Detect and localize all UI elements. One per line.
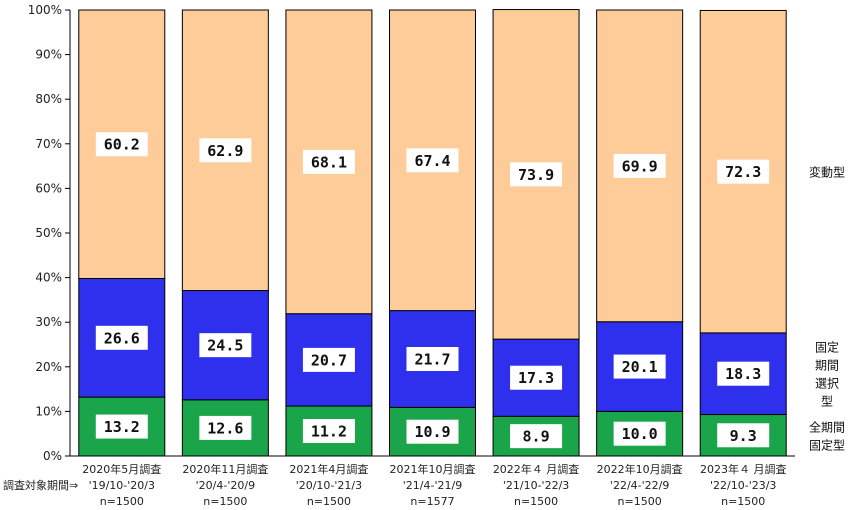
x-tick-label: 2020年5月調査 <box>82 462 161 476</box>
data-label: 72.3 <box>725 163 761 181</box>
y-tick-label: 90% <box>35 48 62 62</box>
bars <box>78 9 787 457</box>
series-label: 全期間 <box>809 419 845 434</box>
y-tick-label: 50% <box>35 226 62 240</box>
data-label: 10.0 <box>622 425 658 443</box>
x-tick-label: n=1500 <box>721 495 765 508</box>
data-label: 24.5 <box>207 337 243 355</box>
category-note: 調査対象期間⇒ <box>3 478 78 492</box>
x-tick-label: 2021年4月調査 <box>289 462 368 476</box>
x-tick-label: '20/10-'21/3 <box>296 479 362 492</box>
y-tick-label: 30% <box>35 315 62 329</box>
x-tick-label: n=1500 <box>100 495 144 508</box>
data-label: 12.6 <box>207 419 243 437</box>
y-tick-label: 20% <box>35 360 62 374</box>
data-label-box <box>199 138 252 163</box>
data-label: 10.9 <box>414 423 450 441</box>
bar-segment <box>78 9 166 279</box>
data-label-box <box>95 325 148 350</box>
y-axis: 0% 10% 20% 30% 40% 50% 60% 70% 80% 90% 100% <box>28 3 71 463</box>
data-label-box <box>95 132 148 157</box>
data-label: 11.2 <box>311 423 347 441</box>
x-tick-label: 2022年10月調査 <box>597 462 683 476</box>
x-tick-label: '21/4-'21/9 <box>403 479 462 492</box>
data-label-box <box>613 153 666 178</box>
data-label: 68.1 <box>311 153 347 171</box>
data-label: 18.3 <box>725 365 761 383</box>
data-label-box <box>302 419 355 444</box>
x-tick-label: n=1500 <box>514 495 558 508</box>
data-label-box <box>95 414 148 439</box>
y-tick-label: 0% <box>43 449 62 463</box>
data-label: 13.2 <box>104 418 140 436</box>
x-tick-label: '19/10-'20/3 <box>89 479 155 492</box>
y-tick-label: 70% <box>35 137 62 151</box>
data-label: 62.9 <box>207 142 243 160</box>
data-label-box <box>302 347 355 372</box>
series-label: 型 <box>821 395 833 409</box>
y-tick-label: 10% <box>35 404 62 418</box>
x-tick-label: '20/4-'20/9 <box>196 479 255 492</box>
data-label-box <box>510 365 563 390</box>
x-tick-label: 2023年４ 月調査 <box>700 462 787 476</box>
x-axis: 2020年5月調査 '19/10-'20/3 n=1500 2020年11月調査 '20… <box>3 455 795 508</box>
data-label: 60.2 <box>104 136 140 154</box>
data-label: 9.3 <box>730 427 757 445</box>
x-tick-label: n=1500 <box>618 495 662 508</box>
x-tick-label: n=1577 <box>410 495 454 508</box>
data-label-box <box>406 148 459 173</box>
series-label: 固定型 <box>809 437 845 452</box>
data-label: 26.6 <box>104 329 140 347</box>
data-label-box <box>406 419 459 444</box>
series-label: 選択 <box>815 377 839 391</box>
data-label-box <box>199 333 252 358</box>
x-tick-label: '21/10-'22/3 <box>503 479 569 492</box>
data-label-box <box>717 361 770 386</box>
data-label-box <box>717 159 770 184</box>
data-label: 69.9 <box>622 157 658 175</box>
data-label-box <box>510 162 563 187</box>
x-tick-label: n=1500 <box>307 495 351 508</box>
y-tick-label: 100% <box>28 3 62 17</box>
series-label: 固定 <box>815 340 839 355</box>
data-label: 73.9 <box>518 166 554 184</box>
x-tick-label: '22/10-'23/3 <box>710 479 776 492</box>
x-tick-label: 2022年４ 月調査 <box>493 462 580 476</box>
y-tick-label: 80% <box>35 92 62 106</box>
series-label: 変動型 <box>809 165 845 180</box>
x-tick-label: 2021年10月調査 <box>390 462 476 476</box>
data-label-box <box>406 346 459 371</box>
data-label: 17.3 <box>518 369 554 387</box>
series-label: 期間 <box>815 359 839 373</box>
data-label: 21.7 <box>414 350 450 368</box>
data-label-box <box>199 415 252 440</box>
data-label-box <box>510 424 563 449</box>
data-label: 67.4 <box>414 152 450 170</box>
data-label-box <box>613 354 666 379</box>
data-label-box <box>717 423 770 448</box>
x-tick-label: 2020年11月調査 <box>182 462 268 476</box>
data-label: 20.1 <box>622 358 658 376</box>
data-label: 8.9 <box>523 428 550 446</box>
data-label: 20.7 <box>311 351 347 369</box>
data-label-box <box>302 149 355 174</box>
y-tick-label: 40% <box>35 271 62 285</box>
data-label-box <box>613 421 666 446</box>
x-tick-label: n=1500 <box>203 495 247 508</box>
x-tick-label: '22/4-'22/9 <box>610 479 669 492</box>
y-tick-label: 60% <box>35 181 62 195</box>
data-labels: 13.2 26.6 60.2 12.6 24.5 62.9 11.2 20.7 68.1 10.9… <box>95 132 770 449</box>
